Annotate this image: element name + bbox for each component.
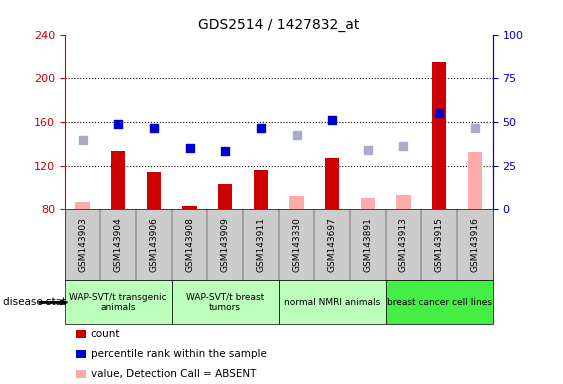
Text: percentile rank within the sample: percentile rank within the sample — [91, 349, 266, 359]
Point — [399, 143, 408, 149]
Text: GSM143697: GSM143697 — [328, 217, 337, 272]
Text: normal NMRI animals: normal NMRI animals — [284, 298, 380, 307]
Text: GSM143909: GSM143909 — [221, 217, 230, 272]
Point — [114, 121, 123, 127]
Bar — [75, 202, 90, 209]
Text: GSM143891: GSM143891 — [363, 217, 372, 272]
Title: GDS2514 / 1427832_at: GDS2514 / 1427832_at — [198, 18, 359, 32]
Text: GSM143330: GSM143330 — [292, 217, 301, 272]
Bar — [289, 196, 303, 209]
Bar — [432, 62, 446, 209]
Bar — [468, 152, 482, 209]
Text: value, Detection Call = ABSENT: value, Detection Call = ABSENT — [91, 369, 256, 379]
Text: WAP-SVT/t transgenic
animals: WAP-SVT/t transgenic animals — [69, 293, 167, 312]
Bar — [254, 170, 268, 209]
Point — [256, 126, 265, 132]
Bar — [182, 206, 196, 209]
Point — [328, 117, 337, 123]
Bar — [111, 151, 126, 209]
Text: GSM143908: GSM143908 — [185, 217, 194, 272]
Bar — [396, 195, 410, 209]
Text: GSM143906: GSM143906 — [149, 217, 158, 272]
Text: count: count — [91, 329, 120, 339]
Text: GSM143916: GSM143916 — [470, 217, 479, 272]
Text: GSM143911: GSM143911 — [256, 217, 265, 272]
Text: breast cancer cell lines: breast cancer cell lines — [387, 298, 491, 307]
Point — [292, 132, 301, 138]
Point — [363, 147, 372, 153]
Bar — [218, 184, 233, 209]
Bar — [361, 199, 375, 209]
Point — [149, 126, 158, 132]
Point — [78, 137, 87, 144]
Text: GSM143904: GSM143904 — [114, 217, 123, 272]
Text: disease state: disease state — [3, 297, 72, 308]
Point — [435, 110, 444, 116]
Bar — [325, 158, 339, 209]
Text: GSM143903: GSM143903 — [78, 217, 87, 272]
Text: GSM143913: GSM143913 — [399, 217, 408, 272]
Text: WAP-SVT/t breast
tumors: WAP-SVT/t breast tumors — [186, 293, 264, 312]
Point — [185, 145, 194, 151]
Text: GSM143915: GSM143915 — [435, 217, 444, 272]
Bar — [147, 172, 161, 209]
Point — [470, 126, 479, 132]
Point — [221, 148, 230, 154]
